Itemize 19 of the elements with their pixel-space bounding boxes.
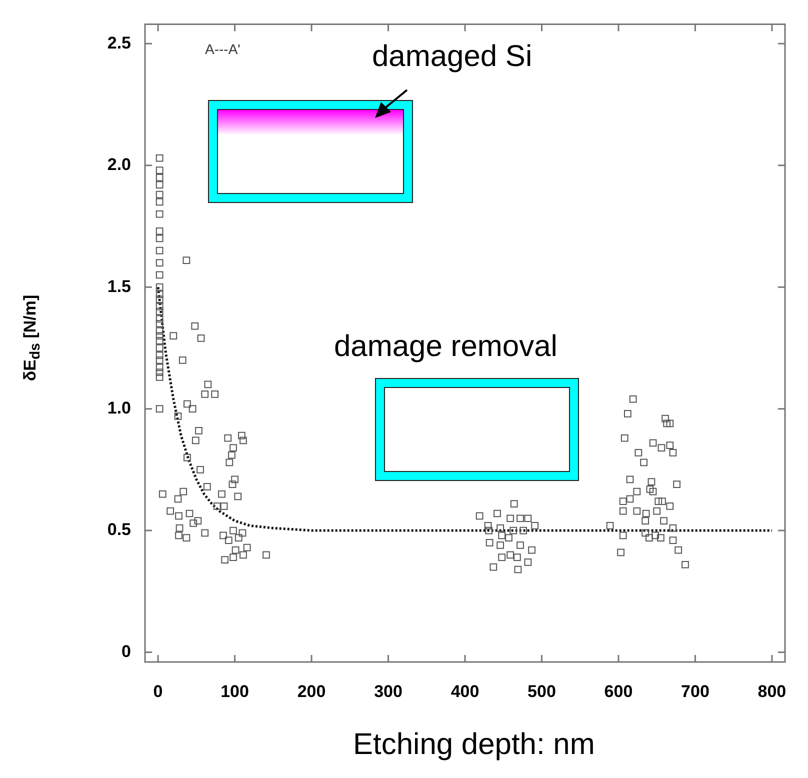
x-tick-label: 600 — [604, 682, 633, 701]
x-tick-label: 400 — [450, 682, 480, 701]
x-tick-label: 700 — [681, 682, 710, 701]
x-tick-label: 200 — [297, 682, 326, 701]
y-tick-label: 1.0 — [107, 398, 131, 418]
y-tick-label: 0 — [122, 642, 131, 661]
x-tick-label: 800 — [758, 682, 786, 701]
annotation: A---A' — [205, 41, 240, 58]
x-axis-title: Etching depth: nm — [353, 728, 595, 761]
y-tick-label: 1.5 — [107, 276, 131, 296]
y-tick-label: 0.5 — [107, 520, 131, 540]
x-tick-label: 500 — [528, 682, 556, 701]
y-tick-label: 2.5 — [107, 33, 131, 52]
x-tick-label: 100 — [220, 682, 249, 701]
annotation: damaged Si — [372, 40, 532, 73]
annotation: damage removal — [334, 330, 558, 363]
x-tick-label: 300 — [374, 682, 402, 701]
x-tick-label: 0 — [153, 682, 163, 701]
y-tick-label: 2.0 — [107, 155, 131, 174]
